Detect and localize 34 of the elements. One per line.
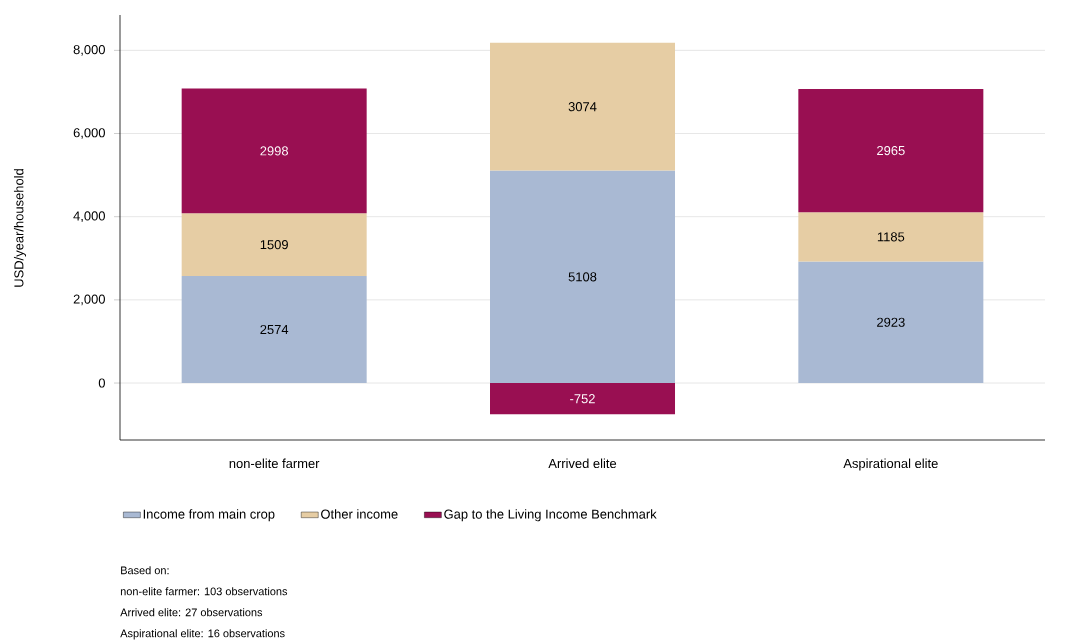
data-label: 2923 [877, 317, 905, 327]
data-label: 1185 [877, 232, 905, 242]
data-label: 2965 [877, 145, 905, 156]
bar [181, 213, 367, 276]
bar [490, 170, 676, 384]
data-label: 2574 [260, 324, 289, 335]
text: Aspirational elite: 16 observations [120, 629, 285, 640]
text: Arrived elite: 27 observations [120, 608, 263, 617]
data-label: -752 [570, 394, 595, 404]
bar [181, 88, 367, 214]
y-tick-label: 4,000 [73, 211, 105, 223]
y-tick-label: 8,000 [73, 45, 105, 56]
text: non-elite farmer: 103 observations [120, 587, 288, 596]
y-axis-title: USD/year/household [13, 169, 27, 287]
data-label: 1509 [260, 240, 288, 250]
x-tick-label: Arrived elite [548, 458, 617, 469]
bar [798, 261, 984, 384]
legend-label: Other income [321, 509, 398, 519]
text: Based on: [121, 566, 169, 575]
x-tick-label: Aspirational elite [843, 458, 938, 471]
legend-label: Gap to the Living Income Benchmark [444, 509, 657, 522]
data-label: 2998 [260, 146, 289, 156]
y-tick-label: 0 [98, 378, 105, 388]
bar [798, 212, 984, 262]
y-tick-label: 6,000 [73, 128, 105, 139]
bar [490, 42, 676, 171]
bar [490, 383, 676, 415]
x-tick-label: non-elite farmer [229, 458, 320, 469]
data-label: 3074 [568, 102, 597, 112]
legend-label: Income from main crop [143, 509, 275, 522]
y-tick-label: 2,000 [73, 294, 105, 306]
data-label: 5108 [568, 272, 597, 282]
bar [798, 88, 984, 213]
bar [181, 276, 367, 384]
